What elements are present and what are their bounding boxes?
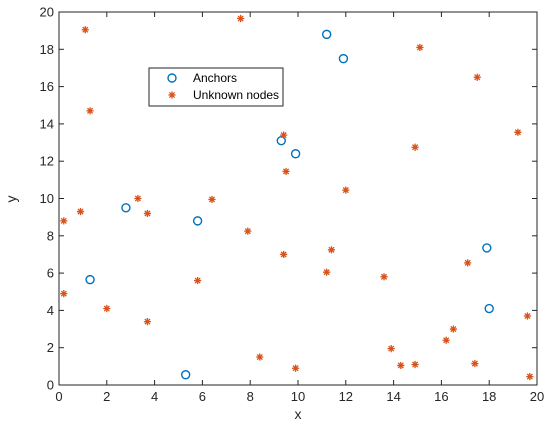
plot-area <box>59 12 537 385</box>
unknown-node-point <box>412 361 419 368</box>
unknown-node-point <box>194 277 201 284</box>
unknown-node-point <box>86 107 93 114</box>
y-tick-label: 2 <box>47 340 54 355</box>
unknown-node-point <box>237 15 244 22</box>
legend-label: Anchors <box>193 71 237 85</box>
unknown-node-point <box>208 196 215 203</box>
unknown-node-point <box>416 44 423 51</box>
unknown-node-point <box>77 208 84 215</box>
y-tick-label: 0 <box>47 378 54 393</box>
x-tick-label: 10 <box>291 389 305 404</box>
y-tick-label: 4 <box>47 303 54 318</box>
x-tick-label: 0 <box>55 389 62 404</box>
unknown-node-point <box>82 26 89 33</box>
unknown-node-point <box>412 144 419 151</box>
unknown-node-point <box>323 269 330 276</box>
x-axis-label: x <box>295 406 302 422</box>
unknown-node-point <box>397 362 404 369</box>
unknown-node-point <box>280 131 287 138</box>
unknown-node-point <box>60 290 67 297</box>
unknown-node-point <box>280 251 287 258</box>
x-tick-label: 18 <box>482 389 496 404</box>
y-tick-label: 18 <box>40 42 54 57</box>
unknown-node-point <box>103 305 110 312</box>
unknown-node-point <box>474 74 481 81</box>
unknown-node-point <box>328 246 335 253</box>
y-tick-label: 16 <box>40 79 54 94</box>
y-tick-label: 6 <box>47 266 54 281</box>
unknown-node-point <box>256 353 263 360</box>
unknown-node-point <box>134 195 141 202</box>
unknown-node-point <box>443 337 450 344</box>
unknown-node-point <box>524 312 531 319</box>
unknown-node-point <box>514 129 521 136</box>
y-axis-label: y <box>3 196 19 203</box>
x-tick-label: 2 <box>103 389 110 404</box>
legend-unknown-node-marker <box>168 91 175 98</box>
unknown-node-point <box>244 228 251 235</box>
unknown-node-point <box>380 273 387 280</box>
y-tick-label: 20 <box>40 5 54 20</box>
unknown-node-point <box>526 373 533 380</box>
legend: Anchors Unknown nodes <box>149 68 283 106</box>
unknown-node-point <box>282 168 289 175</box>
y-tick-label: 8 <box>47 228 54 243</box>
unknown-node-point <box>144 318 151 325</box>
unknown-node-point <box>342 187 349 194</box>
legend-label: Unknown nodes <box>193 88 279 102</box>
unknown-node-point <box>144 210 151 217</box>
x-tick-label: 6 <box>199 389 206 404</box>
x-tick-label: 16 <box>434 389 448 404</box>
y-tick-label: 10 <box>40 191 54 206</box>
unknown-node-point <box>471 360 478 367</box>
unknown-node-point <box>292 365 299 372</box>
x-tick-label: 12 <box>339 389 353 404</box>
y-tick-label: 12 <box>40 154 54 169</box>
unknown-node-point <box>464 259 471 266</box>
unknown-node-point <box>450 325 457 332</box>
x-tick-label: 14 <box>386 389 400 404</box>
x-tick-label: 8 <box>247 389 254 404</box>
unknown-node-point <box>60 217 67 224</box>
x-tick-label: 4 <box>151 389 158 404</box>
y-tick-label: 14 <box>40 116 54 131</box>
unknown-node-point <box>388 345 395 352</box>
x-tick-label: 20 <box>530 389 544 404</box>
